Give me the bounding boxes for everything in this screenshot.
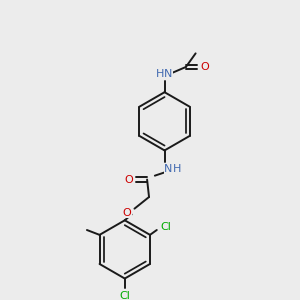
- Text: Cl: Cl: [119, 291, 130, 300]
- Text: N: N: [164, 69, 172, 79]
- Text: H: H: [155, 69, 164, 79]
- Text: O: O: [200, 62, 209, 72]
- Text: H: H: [173, 164, 182, 174]
- Text: Cl: Cl: [160, 222, 171, 232]
- Text: N: N: [164, 164, 172, 174]
- Text: O: O: [124, 175, 133, 184]
- Text: O: O: [122, 208, 131, 218]
